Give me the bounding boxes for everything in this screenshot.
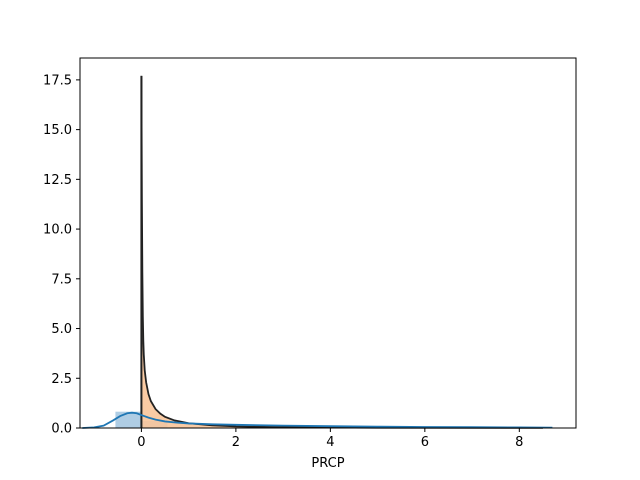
y-tick-label-2: 5.0 (51, 322, 72, 337)
y-tick-label-3: 7.5 (51, 272, 72, 287)
y-tick-label-1: 2.5 (51, 372, 72, 387)
density-curve-black (140, 75, 543, 429)
x-tick-label-2: 4 (326, 435, 334, 450)
x-tick-label-0: 0 (137, 435, 145, 450)
y-axis-ticks: 0.0 2.5 5.0 7.5 10.0 12.5 15.0 17.5 (43, 73, 80, 437)
y-tick-label-4: 10.0 (43, 223, 72, 238)
x-tick-label-3: 6 (421, 435, 429, 450)
axes-frame (79, 57, 577, 429)
y-tick-label-7: 17.5 (43, 73, 72, 88)
x-tick-label-1: 2 (232, 435, 240, 450)
plot-area (82, 75, 553, 429)
x-axis-label: PRCP (311, 456, 344, 471)
x-tick-label-4: 8 (515, 435, 523, 450)
y-tick-label-0: 0.0 (51, 422, 72, 437)
y-tick-label-6: 15.0 (43, 123, 72, 138)
y-tick-label-5: 12.5 (43, 173, 72, 188)
kde-curve-blue (82, 411, 553, 429)
x-axis-ticks: 0 2 4 6 8 (137, 428, 523, 450)
